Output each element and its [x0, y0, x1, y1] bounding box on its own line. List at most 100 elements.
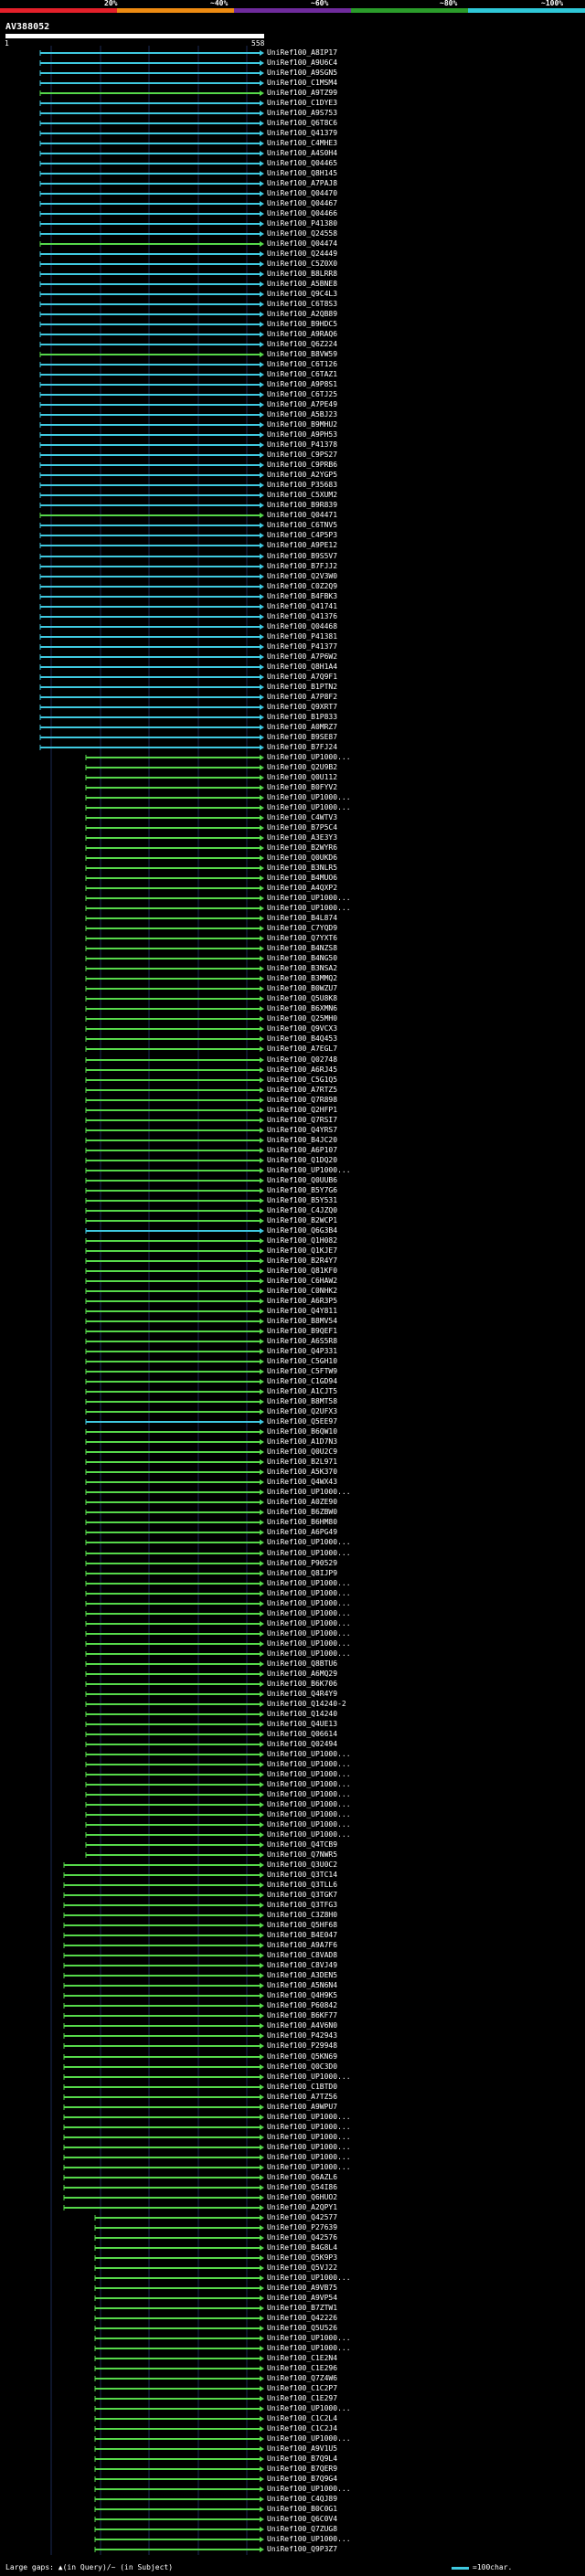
hit-label[interactable]: UniRef100_Q4H9K5 — [267, 1991, 338, 1999]
hit-label[interactable]: UniRef100_Q7Z4W6 — [267, 2374, 338, 2382]
hit-label[interactable]: UniRef100_UP1000... — [267, 1619, 351, 1627]
hit-label[interactable]: UniRef100_B4MUO6 — [267, 874, 338, 882]
hit-label[interactable]: UniRef100_B4E047 — [267, 1931, 338, 1939]
hit-label[interactable]: UniRef100_B5Y7G6 — [267, 1186, 338, 1194]
hit-label[interactable]: UniRef100_UP1000... — [267, 2153, 351, 2161]
hit-label[interactable]: UniRef100_Q04471 — [267, 511, 338, 519]
hit-label[interactable]: UniRef100_Q02494 — [267, 1740, 338, 1748]
hit-label[interactable]: UniRef100_B3MMQ2 — [267, 974, 338, 982]
hit-label[interactable]: UniRef100_B9S5V7 — [267, 552, 338, 560]
hit-label[interactable]: UniRef100_B8MT58 — [267, 1397, 338, 1405]
hit-label[interactable]: UniRef100_UP1000... — [267, 2434, 351, 2443]
hit-label[interactable]: UniRef100_Q04467 — [267, 199, 338, 207]
hit-label[interactable]: UniRef100_C5Z0X0 — [267, 260, 338, 268]
hit-label[interactable]: UniRef100_B6K706 — [267, 1680, 338, 1688]
hit-label[interactable]: UniRef100_Q2V3W0 — [267, 572, 338, 580]
hit-label[interactable]: UniRef100_UP1000... — [267, 1599, 351, 1607]
hit-label[interactable]: UniRef100_A9WPU7 — [267, 2103, 338, 2111]
hit-label[interactable]: UniRef100_C5FTW9 — [267, 1367, 338, 1375]
hit-label[interactable]: UniRef100_B8LRR8 — [267, 270, 338, 278]
hit-label[interactable]: UniRef100_P29948 — [267, 2041, 338, 2050]
hit-label[interactable]: UniRef100_A9VP54 — [267, 2294, 338, 2302]
hit-label[interactable]: UniRef100_UP1000... — [267, 904, 351, 912]
hit-label[interactable]: UniRef100_Q42576 — [267, 2233, 338, 2242]
hit-label[interactable]: UniRef100_B6KF77 — [267, 2011, 338, 2019]
hit-label[interactable]: UniRef100_A3DEN5 — [267, 1971, 338, 1979]
hit-label[interactable]: UniRef100_C6T126 — [267, 360, 338, 368]
hit-label[interactable]: UniRef100_UP1000... — [267, 2123, 351, 2131]
hit-label[interactable]: UniRef100_A1CJT5 — [267, 1387, 338, 1395]
hit-label[interactable]: UniRef100_Q14240 — [267, 1710, 338, 1718]
hit-label[interactable]: UniRef100_B1P833 — [267, 713, 338, 721]
hit-label[interactable]: UniRef100_Q4TCB9 — [267, 1840, 338, 1849]
hit-label[interactable]: UniRef100_P42943 — [267, 2031, 338, 2040]
hit-label[interactable]: UniRef100_Q3TGK7 — [267, 1891, 338, 1899]
hit-label[interactable]: UniRef100_A6R3P5 — [267, 1297, 338, 1305]
hit-label[interactable]: UniRef100_B6ZBW0 — [267, 1508, 338, 1516]
hit-label[interactable]: UniRef100_C1BTD0 — [267, 2083, 338, 2091]
hit-label[interactable]: UniRef100_UP1000... — [267, 2072, 351, 2081]
hit-label[interactable]: UniRef100_Q5VJ22 — [267, 2263, 338, 2272]
hit-label[interactable]: UniRef100_B2L971 — [267, 1458, 338, 1466]
hit-label[interactable]: UniRef100_C6TNV5 — [267, 521, 338, 529]
hit-label[interactable]: UniRef100_Q41376 — [267, 612, 338, 620]
hit-label[interactable]: UniRef100_Q3U0C2 — [267, 1860, 338, 1869]
hit-label[interactable]: UniRef100_Q0UKD6 — [267, 853, 338, 862]
hit-label[interactable]: UniRef100_Q6HUO2 — [267, 2193, 338, 2201]
hit-label[interactable]: UniRef100_UP1000... — [267, 2344, 351, 2352]
hit-label[interactable]: UniRef100_A6MQ29 — [267, 1670, 338, 1678]
hit-label[interactable]: UniRef100_Q2UFX3 — [267, 1407, 338, 1415]
hit-label[interactable]: UniRef100_B3NLR5 — [267, 864, 338, 872]
hit-label[interactable]: UniRef100_Q7RSI7 — [267, 1116, 338, 1124]
hit-label[interactable]: UniRef100_UP1000... — [267, 1609, 351, 1617]
hit-label[interactable]: UniRef100_Q1H082 — [267, 1236, 338, 1245]
hit-label[interactable]: UniRef100_Q4WX43 — [267, 1478, 338, 1486]
hit-label[interactable]: UniRef100_B0C0G1 — [267, 2505, 338, 2513]
hit-label[interactable]: UniRef100_Q7R898 — [267, 1096, 338, 1104]
hit-label[interactable]: UniRef100_C0Z2Q9 — [267, 582, 338, 590]
hit-label[interactable]: UniRef100_B7Q9L4 — [267, 2454, 338, 2463]
hit-label[interactable]: UniRef100_C6HAW2 — [267, 1277, 338, 1285]
hit-label[interactable]: UniRef100_P35683 — [267, 481, 338, 489]
hit-label[interactable]: UniRef100_UP1000... — [267, 1760, 351, 1768]
hit-label[interactable]: UniRef100_B9MHU2 — [267, 420, 338, 429]
hit-label[interactable]: UniRef100_A9PE12 — [267, 541, 338, 549]
hit-label[interactable]: UniRef100_B5Y531 — [267, 1196, 338, 1204]
hit-label[interactable]: UniRef100_UP1000... — [267, 1629, 351, 1638]
hit-label[interactable]: UniRef100_A7RTZ5 — [267, 1086, 338, 1094]
hit-label[interactable]: UniRef100_A7EGL7 — [267, 1044, 338, 1053]
hit-label[interactable]: UniRef100_Q5U526 — [267, 2324, 338, 2332]
hit-label[interactable]: UniRef100_C9PRB6 — [267, 461, 338, 469]
hit-label[interactable]: UniRef100_A9VB75 — [267, 2284, 338, 2292]
hit-label[interactable]: UniRef100_Q5HF68 — [267, 1921, 338, 1929]
hit-label[interactable]: UniRef100_Q04466 — [267, 209, 338, 217]
hit-label[interactable]: UniRef100_C1MSM4 — [267, 79, 338, 87]
hit-label[interactable]: UniRef100_B2WCP1 — [267, 1216, 338, 1224]
hit-label[interactable]: UniRef100_Q04474 — [267, 239, 338, 248]
hit-label[interactable]: UniRef100_C4JZQ0 — [267, 1206, 338, 1214]
hit-label[interactable]: UniRef100_UP1000... — [267, 1810, 351, 1818]
hit-label[interactable]: UniRef100_A4QXP2 — [267, 884, 338, 892]
hit-label[interactable]: UniRef100_Q6AZL6 — [267, 2173, 338, 2181]
hit-label[interactable]: UniRef100_UP1000... — [267, 1770, 351, 1778]
hit-label[interactable]: UniRef100_B7Q9G4 — [267, 2475, 338, 2483]
hit-label[interactable]: UniRef100_A0ZE90 — [267, 1498, 338, 1506]
hit-label[interactable]: UniRef100_A6P107 — [267, 1146, 338, 1154]
hit-label[interactable]: UniRef100_B9HDC5 — [267, 320, 338, 328]
hit-label[interactable]: UniRef100_P41378 — [267, 440, 338, 449]
hit-label[interactable]: UniRef100_C1GD94 — [267, 1377, 338, 1385]
hit-label[interactable]: UniRef100_Q3TLL6 — [267, 1881, 338, 1889]
hit-label[interactable]: UniRef100_UP1000... — [267, 2334, 351, 2342]
hit-label[interactable]: UniRef100_B0FYV2 — [267, 783, 338, 791]
hit-label[interactable]: UniRef100_C1E296 — [267, 2364, 338, 2372]
hit-label[interactable]: UniRef100_A5N6N4 — [267, 1981, 338, 1989]
hit-label[interactable]: UniRef100_Q6C0V4 — [267, 2515, 338, 2523]
hit-label[interactable]: UniRef100_A4S0H4 — [267, 149, 338, 157]
hit-label[interactable]: UniRef100_UP1000... — [267, 1639, 351, 1648]
hit-label[interactable]: UniRef100_C5GH10 — [267, 1357, 338, 1365]
hit-label[interactable]: UniRef100_A6PG49 — [267, 1528, 338, 1536]
hit-label[interactable]: UniRef100_Q04465 — [267, 159, 338, 167]
hit-label[interactable]: UniRef100_A9PH53 — [267, 430, 338, 439]
hit-label[interactable]: UniRef100_B8MV54 — [267, 1317, 338, 1325]
hit-label[interactable]: UniRef100_UP1000... — [267, 894, 351, 902]
